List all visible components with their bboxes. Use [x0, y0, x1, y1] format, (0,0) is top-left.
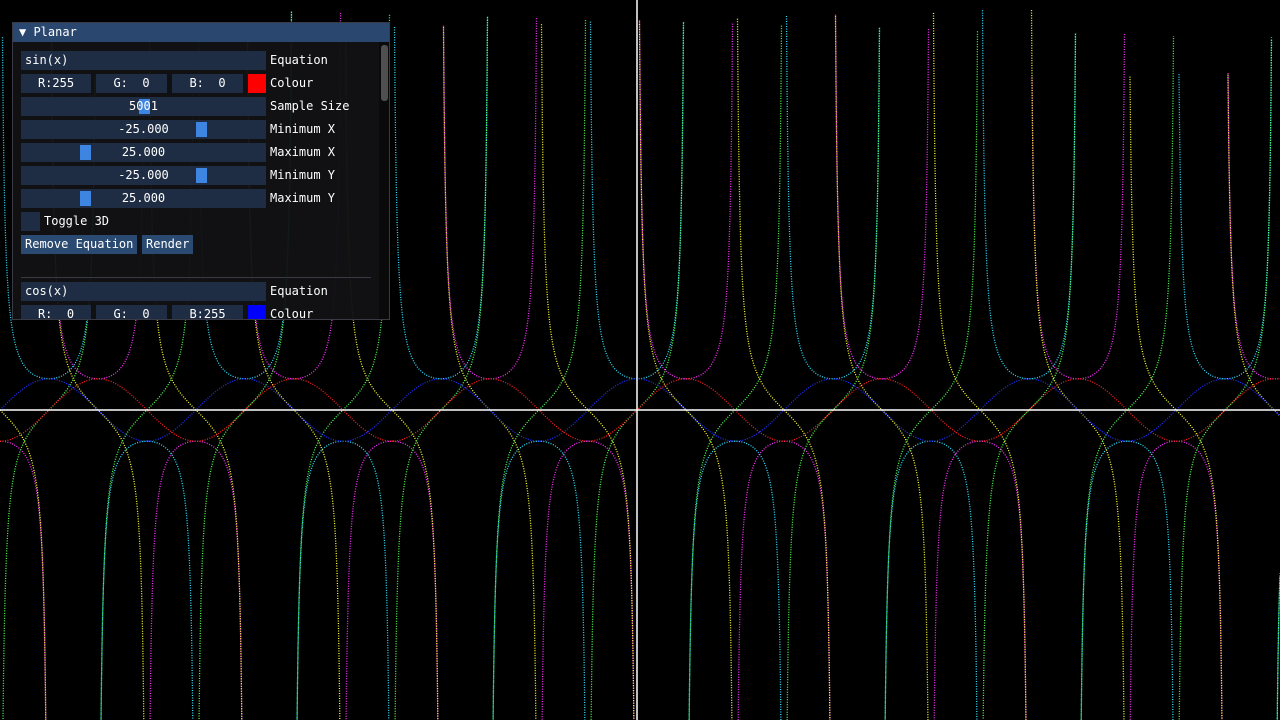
label: Colour — [270, 76, 314, 90]
slider-grab — [196, 168, 207, 183]
function-curve — [0, 378, 1280, 442]
planar-window: ▼ Planar sin(x) Equation R:255 G: 0 B: 0… — [12, 22, 390, 320]
slider-value: 25.000 — [121, 145, 166, 159]
slider-grab — [139, 99, 150, 114]
scrollbar[interactable] — [379, 42, 389, 319]
label: Equation — [270, 53, 328, 67]
label: Maximum X — [270, 145, 336, 159]
label: Minimum X — [270, 122, 336, 136]
min-x-slider[interactable]: -25.000 — [21, 120, 266, 139]
slider-grab — [196, 122, 207, 137]
min-y-slider[interactable]: -25.000 — [21, 166, 266, 185]
colour-swatch[interactable] — [248, 305, 266, 319]
render-button[interactable]: Render — [142, 235, 194, 254]
remove-button[interactable]: Remove Equation — [21, 235, 138, 254]
slider-value: -25.000 — [118, 122, 169, 136]
max-y-slider[interactable]: 25.000 — [21, 189, 266, 208]
window-content: sin(x) Equation R:255 G: 0 B: 0 Colour 5… — [13, 42, 379, 320]
window-title: Planar — [33, 25, 77, 39]
colour-swatch[interactable] — [248, 74, 266, 93]
red-input[interactable]: R:255 — [21, 74, 91, 93]
function-curve — [0, 378, 1280, 442]
equation-input[interactable]: cos(x) — [21, 282, 266, 301]
separator — [21, 277, 371, 278]
label: Equation — [270, 284, 328, 298]
label: Colour — [270, 307, 314, 320]
label: Maximum Y — [270, 191, 336, 205]
toggle-checkbox[interactable] — [21, 212, 40, 231]
equation-input[interactable]: sin(x) — [21, 51, 266, 70]
blue-input[interactable]: B: 0 — [172, 74, 243, 93]
label: Sample Size — [270, 99, 350, 113]
slider-grab — [80, 191, 91, 206]
max-x-slider[interactable]: 25.000 — [21, 143, 266, 162]
slider-value: -25.000 — [118, 168, 169, 182]
scrollbar-grab[interactable] — [381, 45, 388, 101]
label: Minimum Y — [270, 168, 336, 182]
slider-value: 5001 — [129, 99, 158, 113]
title-bar[interactable]: ▼ Planar — [13, 23, 389, 42]
green-input[interactable]: G: 0 — [96, 74, 167, 93]
slider-grab — [80, 145, 91, 160]
green-input[interactable]: G: 0 — [96, 305, 167, 319]
blue-input[interactable]: B:255 — [172, 305, 243, 319]
slider-value: 25.000 — [121, 191, 166, 205]
red-input[interactable]: R: 0 — [21, 305, 91, 319]
sample-size-slider[interactable]: 5001 — [21, 97, 266, 116]
label: Toggle 3D — [44, 214, 110, 228]
